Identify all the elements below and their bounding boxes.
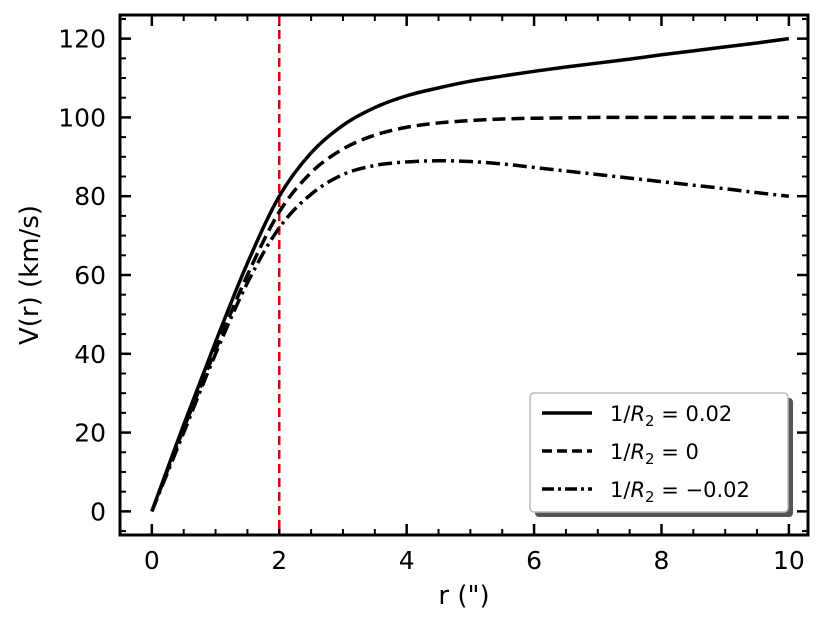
y-tick-label: 60: [74, 261, 106, 290]
series-line-0: [150, 36, 790, 512]
series-layer: [150, 36, 790, 513]
y-tick-label: 100: [58, 103, 106, 132]
legend-label-2: 1/R2 = −0.02: [610, 478, 750, 506]
y-tick-label: 20: [74, 419, 106, 448]
x-tick-label: 10: [773, 546, 805, 575]
x-tick-label: 4: [399, 546, 415, 575]
x-tick-label: 6: [526, 546, 542, 575]
legend: 1/R2 = 0.02 1/R2 = 0 1/R2 = −0.02: [529, 392, 793, 517]
y-tick-label: 40: [74, 340, 106, 369]
plot-frame: [118, 13, 810, 537]
series-line-2: [150, 159, 790, 513]
y-tick-label: 120: [58, 25, 106, 54]
x-tick-label: 0: [144, 546, 160, 575]
x-tick-label: 2: [271, 546, 287, 575]
y-tick-label: 80: [74, 182, 106, 211]
legend-label-0: 1/R2 = 0.02: [610, 402, 732, 430]
x-tick-label: 8: [654, 546, 670, 575]
x-axis-label: r ("): [438, 581, 489, 611]
y-axis-label: V(r) (km/s): [15, 205, 45, 345]
ticks-layer: [119, 15, 808, 535]
legend-box: [529, 392, 789, 513]
legend-label-1: 1/R2 = 0: [610, 440, 699, 468]
y-tick-label: 0: [90, 497, 106, 526]
series-line-1: [150, 115, 789, 512]
